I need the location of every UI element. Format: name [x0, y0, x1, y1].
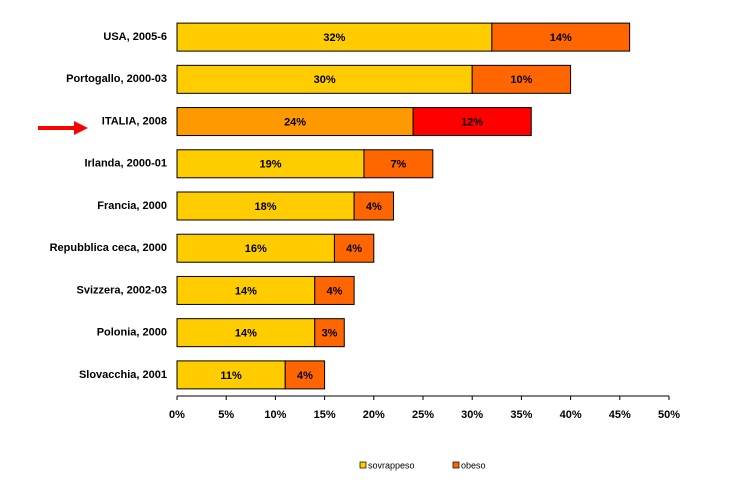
bar-segment	[176, 360, 286, 390]
value-label: 4%	[297, 370, 313, 382]
x-tick-label: 20%	[363, 409, 385, 421]
bar-segment	[363, 149, 434, 179]
x-tick-label: 50%	[658, 409, 680, 421]
x-tick-label: 40%	[560, 409, 582, 421]
highlight-arrow	[38, 121, 88, 135]
bar-segment	[176, 107, 414, 137]
value-label: 4%	[366, 201, 382, 213]
bar-segment	[353, 191, 394, 221]
bar-segment	[314, 318, 345, 348]
value-label: 10%	[510, 74, 532, 86]
x-tick-label: 0%	[169, 409, 185, 421]
legend-label: sovrappeso	[368, 460, 415, 470]
x-tick-label: 30%	[461, 409, 483, 421]
y-tick-label: Svizzera, 2002-03	[76, 284, 167, 296]
y-tick-label: ITALIA, 2008	[102, 115, 167, 127]
bar-segment	[333, 233, 375, 263]
bar-segment	[491, 22, 631, 52]
value-label: 16%	[245, 243, 267, 255]
bar-segment	[176, 149, 365, 179]
value-label: 32%	[323, 32, 345, 44]
x-tick-label: 35%	[510, 409, 532, 421]
bar-segment	[176, 22, 493, 52]
bar-segment	[314, 275, 355, 305]
value-label: 11%	[220, 370, 242, 382]
bar-segment	[176, 318, 316, 348]
bar-segment	[412, 107, 532, 137]
value-label: 3%	[322, 328, 338, 340]
x-tick-label: 15%	[314, 409, 336, 421]
y-tick-label: USA, 2005-6	[103, 31, 167, 43]
bar-segment	[176, 64, 473, 94]
y-tick-label: Portogallo, 2000-03	[66, 73, 167, 85]
value-label: 14%	[235, 285, 257, 297]
legend-swatch	[452, 461, 460, 469]
x-tick-label: 25%	[412, 409, 434, 421]
y-tick-label: Polonia, 2000	[97, 327, 167, 339]
value-label: 14%	[235, 328, 257, 340]
value-label: 14%	[550, 32, 572, 44]
value-label: 7%	[390, 159, 406, 171]
bar-segment	[176, 191, 355, 221]
arrow-head	[74, 121, 88, 135]
bar-segment	[471, 64, 572, 94]
x-tick-label: 10%	[264, 409, 286, 421]
bar-segment	[176, 275, 316, 305]
value-label: 30%	[314, 74, 336, 86]
value-label: 19%	[259, 159, 281, 171]
y-tick-label: Repubblica ceca, 2000	[50, 242, 167, 254]
y-tick-label: Slovacchia, 2001	[79, 369, 167, 381]
x-tick-label: 5%	[218, 409, 234, 421]
value-label: 24%	[284, 116, 306, 128]
value-label: 12%	[461, 116, 483, 128]
bar-segment	[284, 360, 326, 390]
y-tick-label: Irlanda, 2000-01	[84, 158, 167, 170]
legend-label: obeso	[461, 460, 486, 470]
value-label: 4%	[326, 285, 342, 297]
legend-swatch	[359, 461, 367, 469]
bar-segment	[176, 233, 335, 263]
value-label: 4%	[346, 243, 362, 255]
value-label: 18%	[255, 201, 277, 213]
x-tick-label: 45%	[609, 409, 631, 421]
y-tick-label: Francia, 2000	[97, 200, 167, 212]
